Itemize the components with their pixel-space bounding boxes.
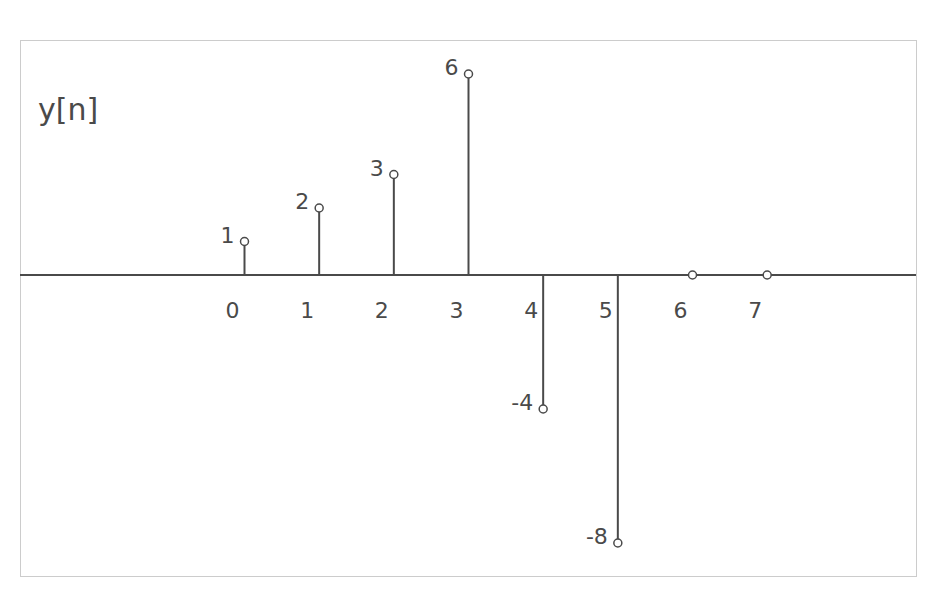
- svg-text:5: 5: [599, 298, 613, 323]
- svg-text:0: 0: [226, 298, 240, 323]
- svg-text:3: 3: [450, 298, 464, 323]
- svg-text:-8: -8: [586, 524, 608, 549]
- svg-text:7: 7: [748, 298, 762, 323]
- svg-text:2: 2: [375, 298, 389, 323]
- svg-text:6: 6: [445, 55, 459, 80]
- svg-text:6: 6: [674, 298, 688, 323]
- svg-text:1: 1: [300, 298, 314, 323]
- svg-text:3: 3: [370, 156, 384, 181]
- html-text:y[n]: y[n]: [38, 92, 99, 127]
- svg-text:-4: -4: [511, 390, 533, 415]
- svg-text:2: 2: [295, 189, 309, 214]
- svg-text:4: 4: [524, 298, 538, 323]
- svg-text:1: 1: [221, 223, 235, 248]
